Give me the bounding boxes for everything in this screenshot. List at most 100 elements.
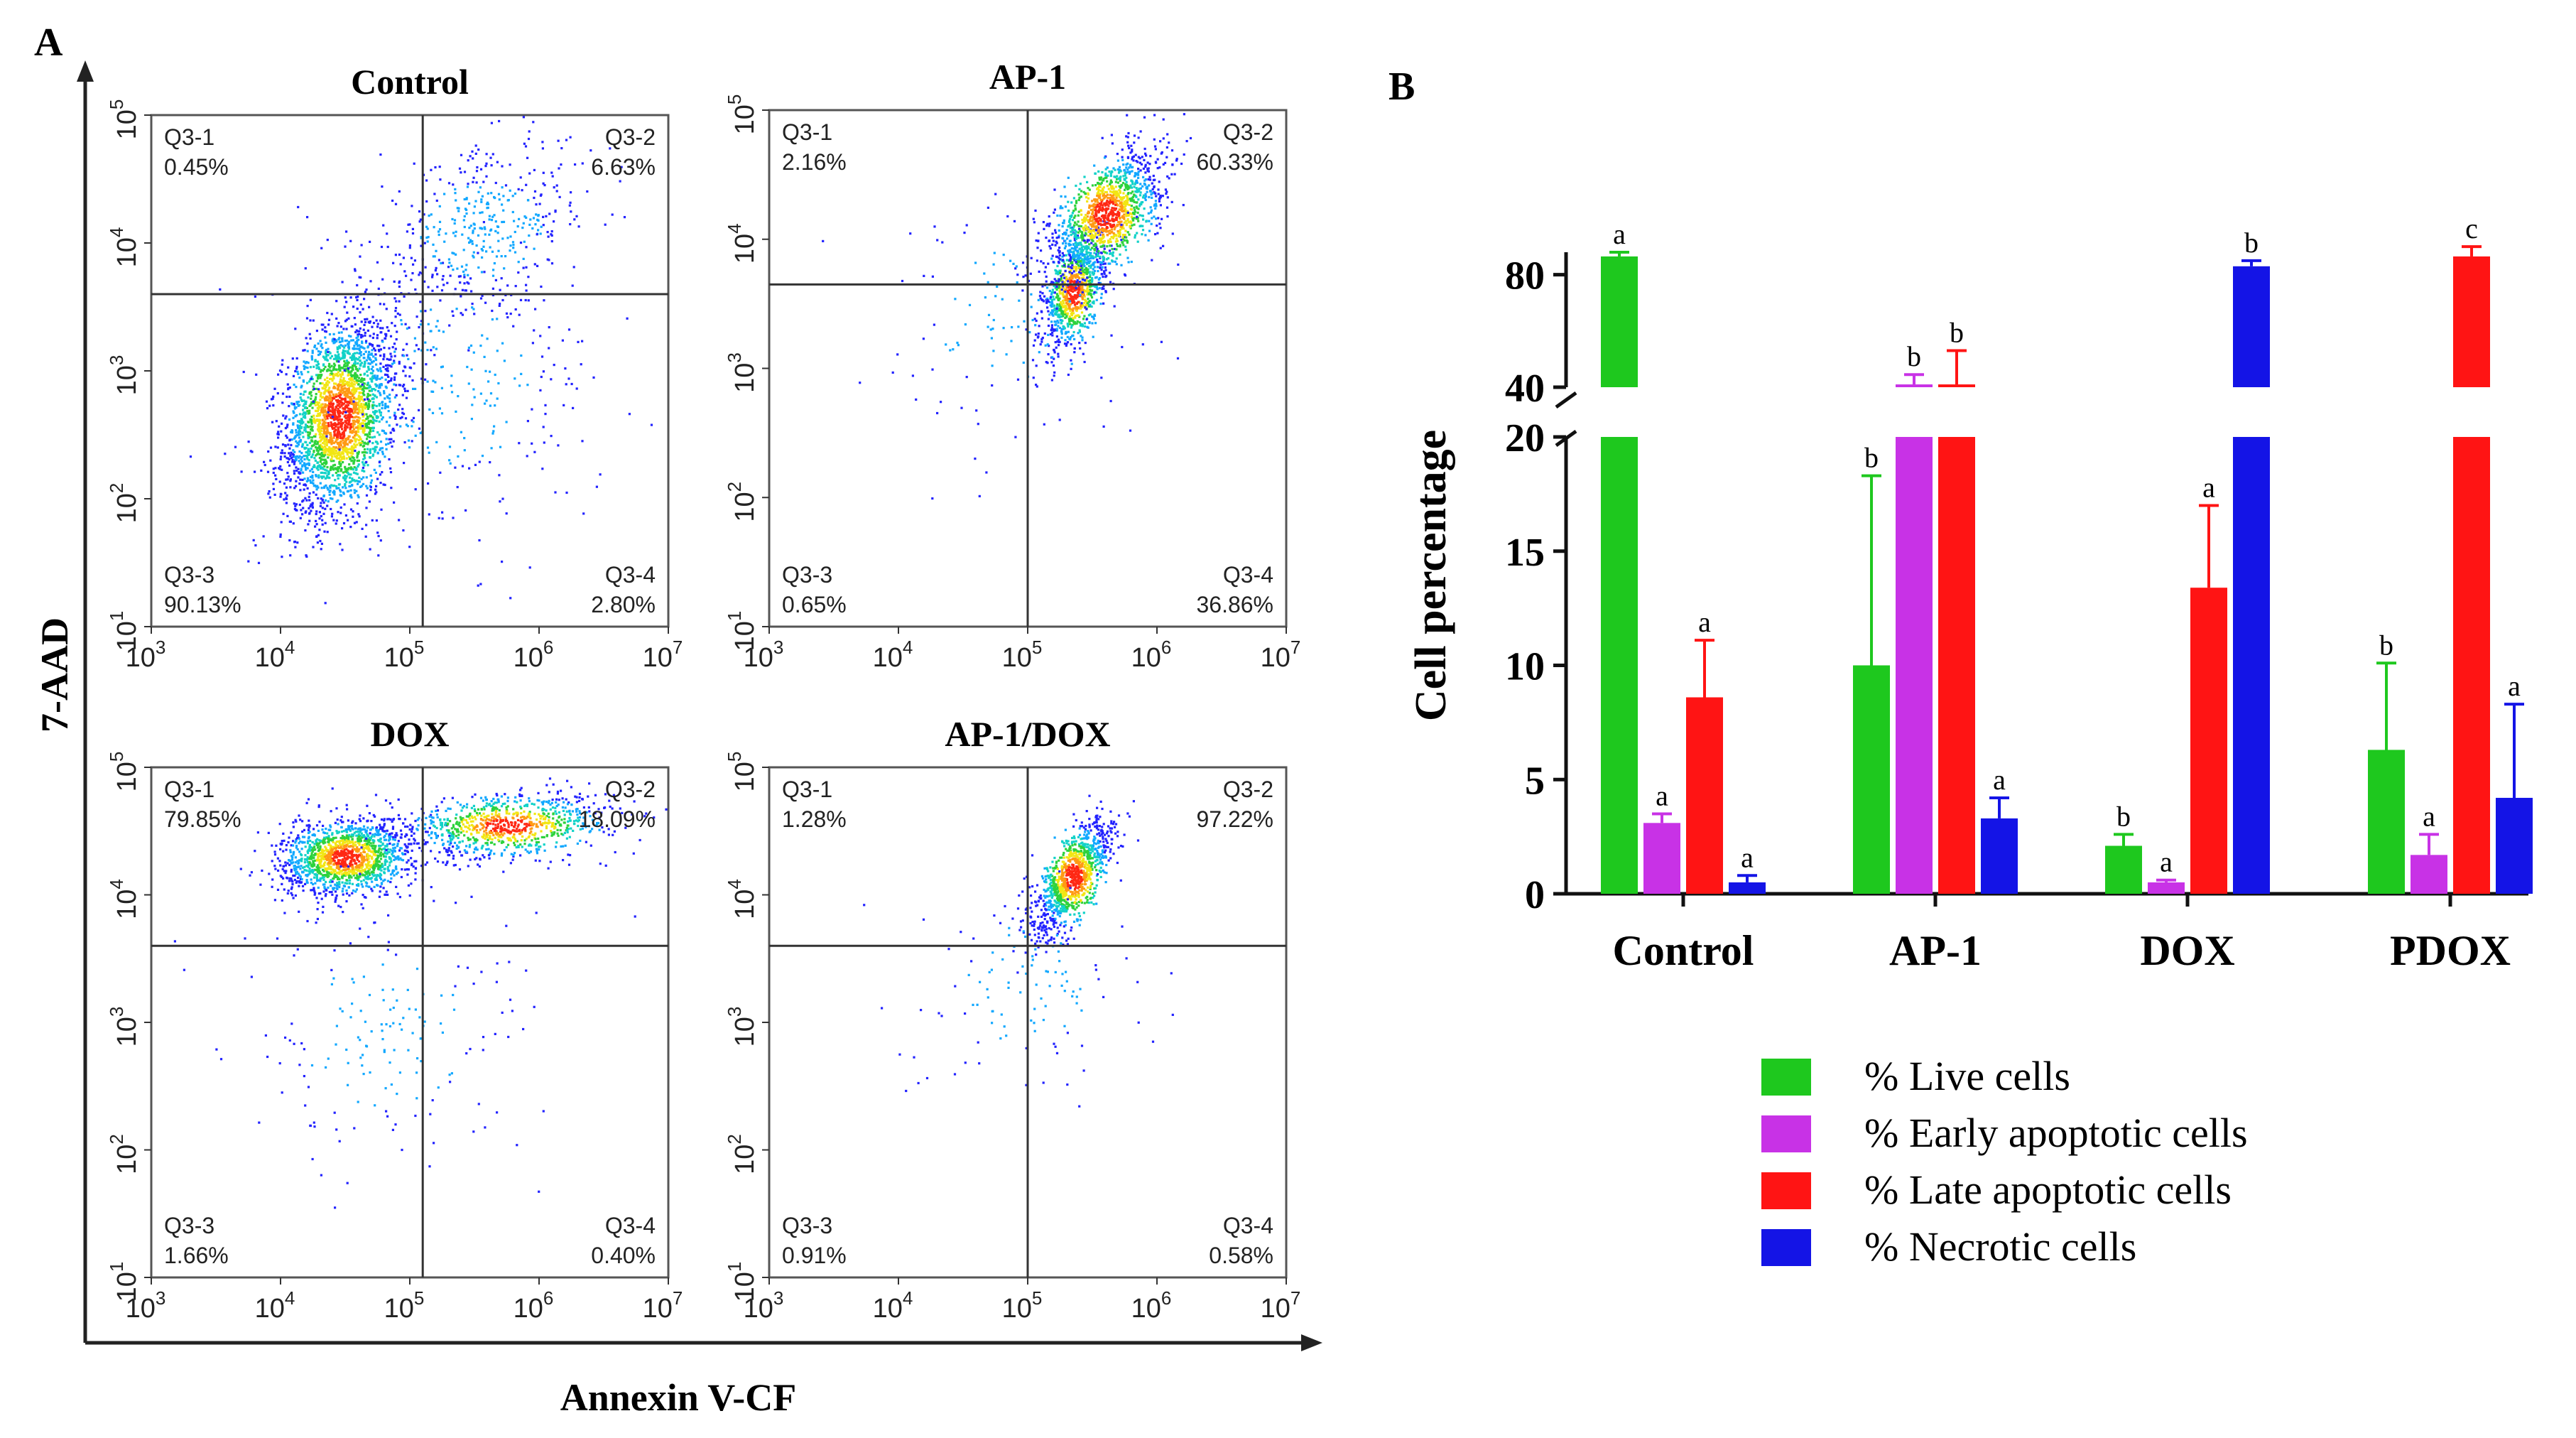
event-dot — [267, 450, 270, 453]
event-dot — [324, 602, 327, 605]
event-dot — [1055, 242, 1058, 244]
event-dot — [279, 533, 282, 536]
event-dot — [315, 433, 317, 436]
event-dot — [347, 371, 350, 374]
event-dot — [337, 511, 339, 514]
event-dot — [297, 476, 300, 479]
event-dot — [1110, 228, 1113, 231]
event-dot — [332, 372, 335, 375]
event-dot — [522, 116, 525, 119]
event-dot — [442, 330, 445, 333]
event-dot — [356, 340, 359, 342]
event-dot — [569, 201, 572, 204]
event-dot — [393, 361, 396, 364]
event-dot — [337, 360, 340, 363]
event-dot — [1170, 173, 1173, 175]
event-dot — [479, 583, 482, 585]
event-dot — [300, 456, 303, 459]
event-dot — [377, 348, 380, 352]
event-dot — [262, 535, 265, 538]
event-dot — [569, 136, 572, 139]
event-dot — [352, 419, 354, 422]
event-dot — [389, 352, 392, 355]
event-dot — [1060, 328, 1063, 330]
quadrant-name: Q3-4 — [605, 562, 656, 588]
event-dot — [1060, 302, 1063, 305]
event-dot — [364, 402, 367, 405]
event-dot — [247, 560, 250, 563]
event-dot — [1046, 362, 1049, 364]
event-dot — [1085, 225, 1087, 227]
event-dot — [1085, 280, 1088, 283]
event-dot — [528, 234, 531, 237]
event-dot — [1080, 289, 1083, 292]
event-dot — [523, 215, 526, 218]
event-dot — [375, 485, 378, 487]
event-dot — [569, 223, 572, 226]
event-dot — [323, 438, 326, 442]
event-dot — [1066, 335, 1069, 338]
event-dot — [254, 295, 256, 298]
event-dot — [1092, 256, 1094, 259]
event-dot — [1102, 262, 1104, 266]
event-dot — [1087, 187, 1089, 190]
event-dot — [291, 460, 294, 463]
event-dot — [489, 156, 492, 159]
event-dot — [1083, 302, 1086, 305]
event-dot — [347, 467, 350, 470]
event-dot — [363, 442, 366, 445]
event-dot — [353, 443, 356, 445]
event-dot — [344, 449, 347, 452]
event-dot — [374, 440, 377, 443]
event-dot — [347, 468, 349, 471]
event-dot — [345, 469, 348, 472]
event-dot — [487, 201, 489, 204]
event-dot — [363, 373, 366, 376]
event-dot — [382, 483, 385, 486]
event-dot — [1128, 146, 1131, 150]
event-dot — [1094, 203, 1097, 206]
event-dot — [489, 461, 491, 464]
event-dot — [1069, 281, 1072, 283]
event-dot — [375, 363, 378, 366]
event-dot — [316, 409, 319, 413]
event-dot — [1070, 295, 1072, 298]
event-dot — [374, 446, 376, 449]
event-dot — [327, 450, 330, 453]
event-dot — [1055, 293, 1059, 296]
event-dot — [396, 330, 398, 333]
event-dot — [565, 383, 567, 386]
flow-plot-title: Control — [351, 62, 469, 102]
event-dot — [467, 159, 469, 162]
event-dot — [369, 449, 371, 453]
event-dot — [1057, 249, 1060, 252]
event-dot — [1138, 188, 1141, 190]
event-dot — [363, 398, 366, 401]
event-dot — [332, 396, 335, 399]
event-dot — [334, 416, 337, 420]
event-dot — [1070, 276, 1072, 279]
event-dot — [1045, 275, 1048, 278]
event-dot — [1040, 310, 1043, 313]
event-dot — [355, 329, 358, 332]
event-dot — [316, 428, 320, 431]
event-dot — [525, 216, 528, 219]
event-dot — [1101, 266, 1104, 269]
event-dot — [323, 465, 326, 467]
event-dot — [1050, 298, 1053, 301]
event-dot — [291, 458, 294, 462]
event-dot — [395, 338, 398, 341]
event-dot — [570, 210, 572, 213]
event-dot — [354, 362, 357, 365]
event-dot — [276, 392, 279, 395]
event-dot — [312, 470, 315, 473]
event-dot — [337, 399, 339, 402]
event-dot — [298, 440, 300, 443]
event-dot — [327, 396, 330, 399]
event-dot — [354, 406, 357, 409]
event-dot — [345, 230, 348, 233]
event-dot — [322, 323, 325, 326]
event-dot — [1087, 314, 1090, 317]
event-dot — [473, 313, 476, 315]
event-dot — [349, 489, 352, 492]
